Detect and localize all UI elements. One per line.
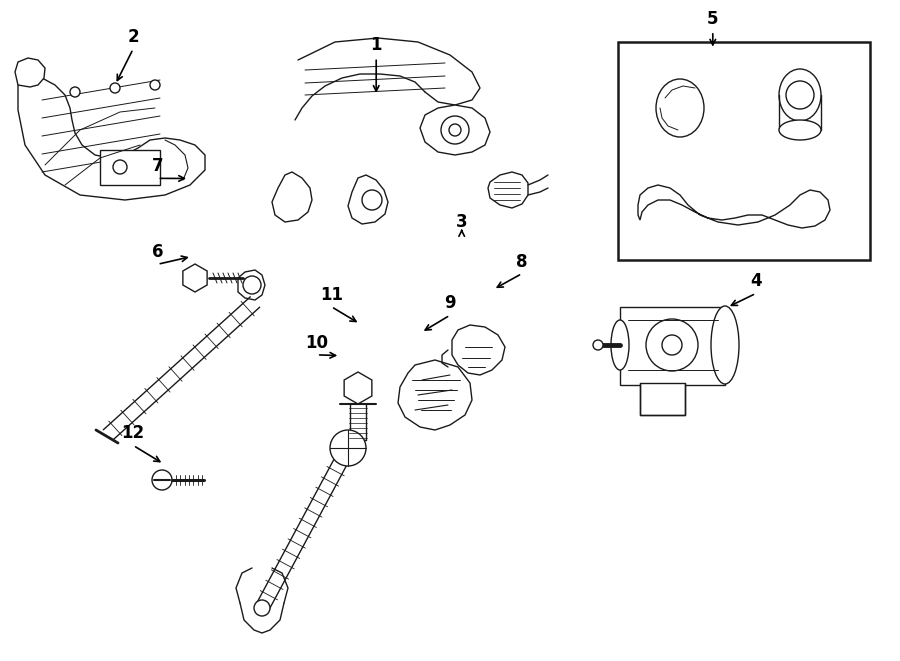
Text: 7: 7 <box>152 157 163 175</box>
Text: 6: 6 <box>152 243 163 261</box>
Circle shape <box>646 319 698 371</box>
Text: 8: 8 <box>517 253 527 270</box>
Text: 3: 3 <box>456 213 467 231</box>
Polygon shape <box>348 175 388 224</box>
Polygon shape <box>420 105 490 155</box>
Polygon shape <box>15 58 45 87</box>
Circle shape <box>362 190 382 210</box>
Polygon shape <box>272 172 312 222</box>
Bar <box>100 150 160 185</box>
Text: 12: 12 <box>122 424 145 442</box>
Circle shape <box>152 470 172 490</box>
Circle shape <box>786 81 814 109</box>
Bar <box>618 42 870 260</box>
Polygon shape <box>452 325 505 375</box>
Circle shape <box>110 83 120 93</box>
Text: 5: 5 <box>707 10 718 28</box>
Text: 4: 4 <box>751 272 761 290</box>
Polygon shape <box>344 372 372 404</box>
Circle shape <box>70 87 80 97</box>
Circle shape <box>449 124 461 136</box>
Text: 10: 10 <box>305 334 328 352</box>
Polygon shape <box>638 185 830 228</box>
Ellipse shape <box>656 79 704 137</box>
Bar <box>620 307 725 385</box>
Circle shape <box>662 335 682 355</box>
Text: 1: 1 <box>371 36 382 54</box>
Polygon shape <box>18 75 205 200</box>
Ellipse shape <box>779 120 821 140</box>
Circle shape <box>441 116 469 144</box>
Circle shape <box>254 600 270 616</box>
Polygon shape <box>398 360 472 430</box>
Bar <box>640 383 685 415</box>
Ellipse shape <box>711 306 739 384</box>
Polygon shape <box>183 264 207 292</box>
Circle shape <box>593 340 603 350</box>
Text: 11: 11 <box>320 286 343 303</box>
Circle shape <box>150 80 160 90</box>
Circle shape <box>113 160 127 174</box>
Circle shape <box>243 276 261 294</box>
Ellipse shape <box>611 320 629 370</box>
Ellipse shape <box>779 69 821 121</box>
Text: 9: 9 <box>445 294 455 312</box>
Polygon shape <box>488 172 528 208</box>
Circle shape <box>330 430 366 466</box>
Text: 2: 2 <box>128 28 139 46</box>
